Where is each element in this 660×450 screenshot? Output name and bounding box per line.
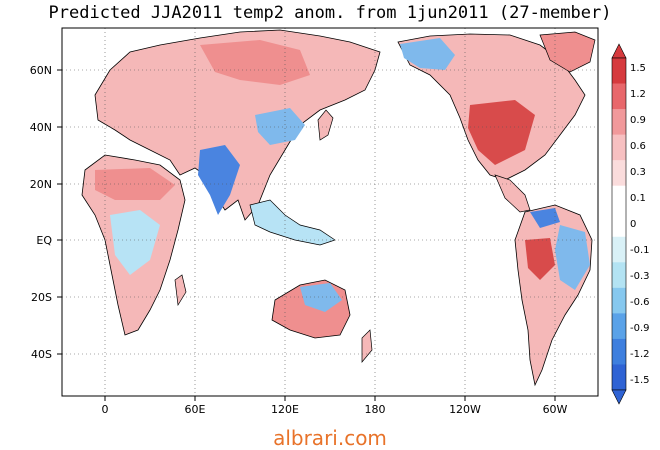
colorbar-label: 0.6: [630, 141, 646, 152]
colorbar-label: -0.1: [630, 245, 650, 256]
colorbar-segment: [612, 236, 626, 263]
colorbar-label: -0.6: [630, 297, 650, 308]
colorbar-segment: [612, 287, 626, 314]
colorbar-segment: [612, 160, 626, 187]
greenland-region: [539, 31, 596, 73]
lon-label-180: 180: [365, 403, 386, 416]
australia-cool-patch: [300, 283, 342, 312]
lat-label-40n: 40N: [30, 121, 52, 134]
map-panel: [57, 27, 599, 401]
madagascar-island: [174, 274, 187, 307]
northern-sa-cool-patch: [530, 208, 560, 228]
central-us-warm-patch: [468, 100, 535, 165]
colorbar-label: 0: [630, 219, 636, 230]
japan-island: [317, 109, 334, 141]
lat-label-eq: EQ: [36, 234, 52, 247]
lon-label-120e: 120E: [271, 403, 299, 416]
central-asia-cool-patch: [255, 108, 305, 145]
colorbar-bottom-arrow: [611, 389, 627, 405]
colorbar-segment: [612, 109, 626, 136]
colorbar-label: -1.5: [630, 375, 650, 386]
lat-label-20n: 20N: [30, 178, 52, 191]
colorbar-label: -1.2: [630, 349, 650, 360]
colorbar-segment: [612, 313, 626, 340]
colorbar-segment: [612, 211, 626, 238]
colorbar-label: -0.3: [630, 271, 650, 282]
colorbar-top-arrow: [611, 43, 627, 59]
colorbar-segment: [612, 338, 626, 365]
lat-label-60n: 60N: [30, 64, 52, 77]
lat-label-20s: 20S: [31, 291, 52, 304]
colorbar-segment: [612, 185, 626, 212]
eurasia-region: [94, 29, 381, 221]
india-cool-patch: [198, 145, 240, 215]
alaska-cool-patch: [400, 38, 455, 70]
colorbar-label: 1.5: [630, 63, 646, 74]
map-frame: [61, 27, 599, 397]
central-america-region: [494, 174, 531, 213]
colorbar-label: 0.1: [630, 193, 646, 204]
map-title: Predicted JJA2011 temp2 anom. from 1jun2…: [48, 3, 612, 23]
lon-label-120w: 120W: [449, 403, 481, 416]
colorbar-segment: [612, 83, 626, 110]
colorbar-segment: [612, 58, 626, 84]
longitude-labels: 0 60E 120E 180 120W 60W: [102, 403, 568, 416]
colorbar-label: 0.9: [630, 115, 646, 126]
gridlines: [62, 28, 598, 396]
colorbar-segment: [612, 134, 626, 161]
lon-label-0: 0: [102, 403, 109, 416]
colorbar-label: -0.9: [630, 323, 650, 334]
colorbar-label: 0.3: [630, 167, 646, 178]
lon-label-60w: 60W: [543, 403, 568, 416]
lat-label-40s: 40S: [31, 348, 52, 361]
siberia-warm-patch: [200, 40, 310, 85]
lon-label-60e: 60E: [185, 403, 206, 416]
colorbar-label: 1.2: [630, 89, 646, 100]
watermark-text: albrari.com: [273, 426, 387, 450]
colorbar-segment: [612, 262, 626, 289]
latitude-labels: 60N 40N 20N EQ 20S 40S: [30, 64, 53, 361]
colorbar: 1.5 1.2 0.9 0.6 0.3 0.1 0 -0.1 -0.3 -0.6 -0.9 -1.2 -…: [611, 43, 650, 405]
colorbar-segment: [612, 364, 626, 391]
brazil-cool-patch: [555, 225, 590, 290]
central-africa-cool-patch: [110, 210, 160, 275]
amazon-warm-patch: [525, 238, 555, 280]
